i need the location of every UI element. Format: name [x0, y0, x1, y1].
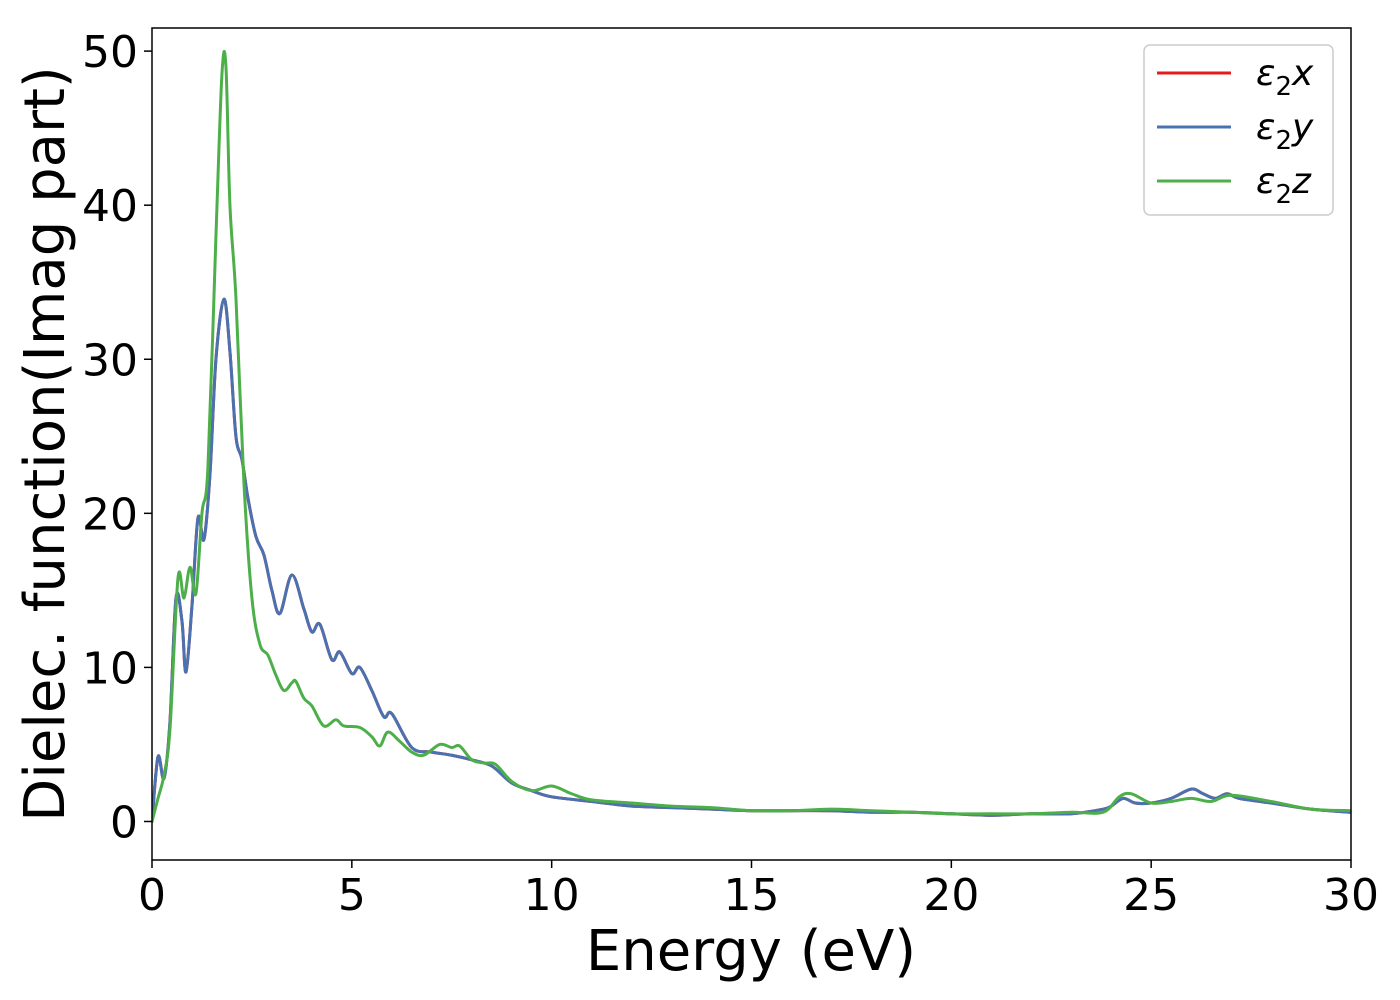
x-tick-label: 5: [338, 870, 366, 921]
legend-label-eps2z: ε2z: [1256, 161, 1312, 210]
legend-box: [1143, 44, 1334, 216]
legend-label-eps2x: ε2x: [1256, 53, 1314, 102]
y-tick-label: 20: [82, 489, 138, 540]
x-tick-label: 15: [724, 870, 780, 921]
series-line-eps2z: [152, 50, 1351, 823]
y-tick-label: 30: [82, 335, 138, 386]
x-axis-title: Energy (eV): [586, 919, 916, 984]
x-tick-label: 20: [923, 870, 979, 921]
legend: ε2x ε2y ε2z: [1143, 44, 1334, 216]
y-tick-label: 0: [110, 797, 138, 848]
y-axis-ticks: 0 10 20 30 40 50: [82, 27, 152, 848]
x-tick-label: 25: [1123, 870, 1179, 921]
legend-label-eps2y: ε2y: [1256, 107, 1314, 156]
x-tick-label: 30: [1323, 870, 1379, 921]
y-tick-label: 50: [82, 27, 138, 78]
x-tick-label: 10: [524, 870, 580, 921]
y-tick-label: 10: [82, 643, 138, 694]
y-axis-title: Dielec. function(Imag part): [13, 66, 78, 822]
y-tick-label: 40: [82, 181, 138, 232]
series-line-eps2y: [152, 297, 1351, 823]
x-tick-label: 0: [138, 870, 166, 921]
series-layer: [152, 50, 1351, 823]
x-axis-ticks: 0 5 10 15 20 25 30: [138, 860, 1379, 921]
